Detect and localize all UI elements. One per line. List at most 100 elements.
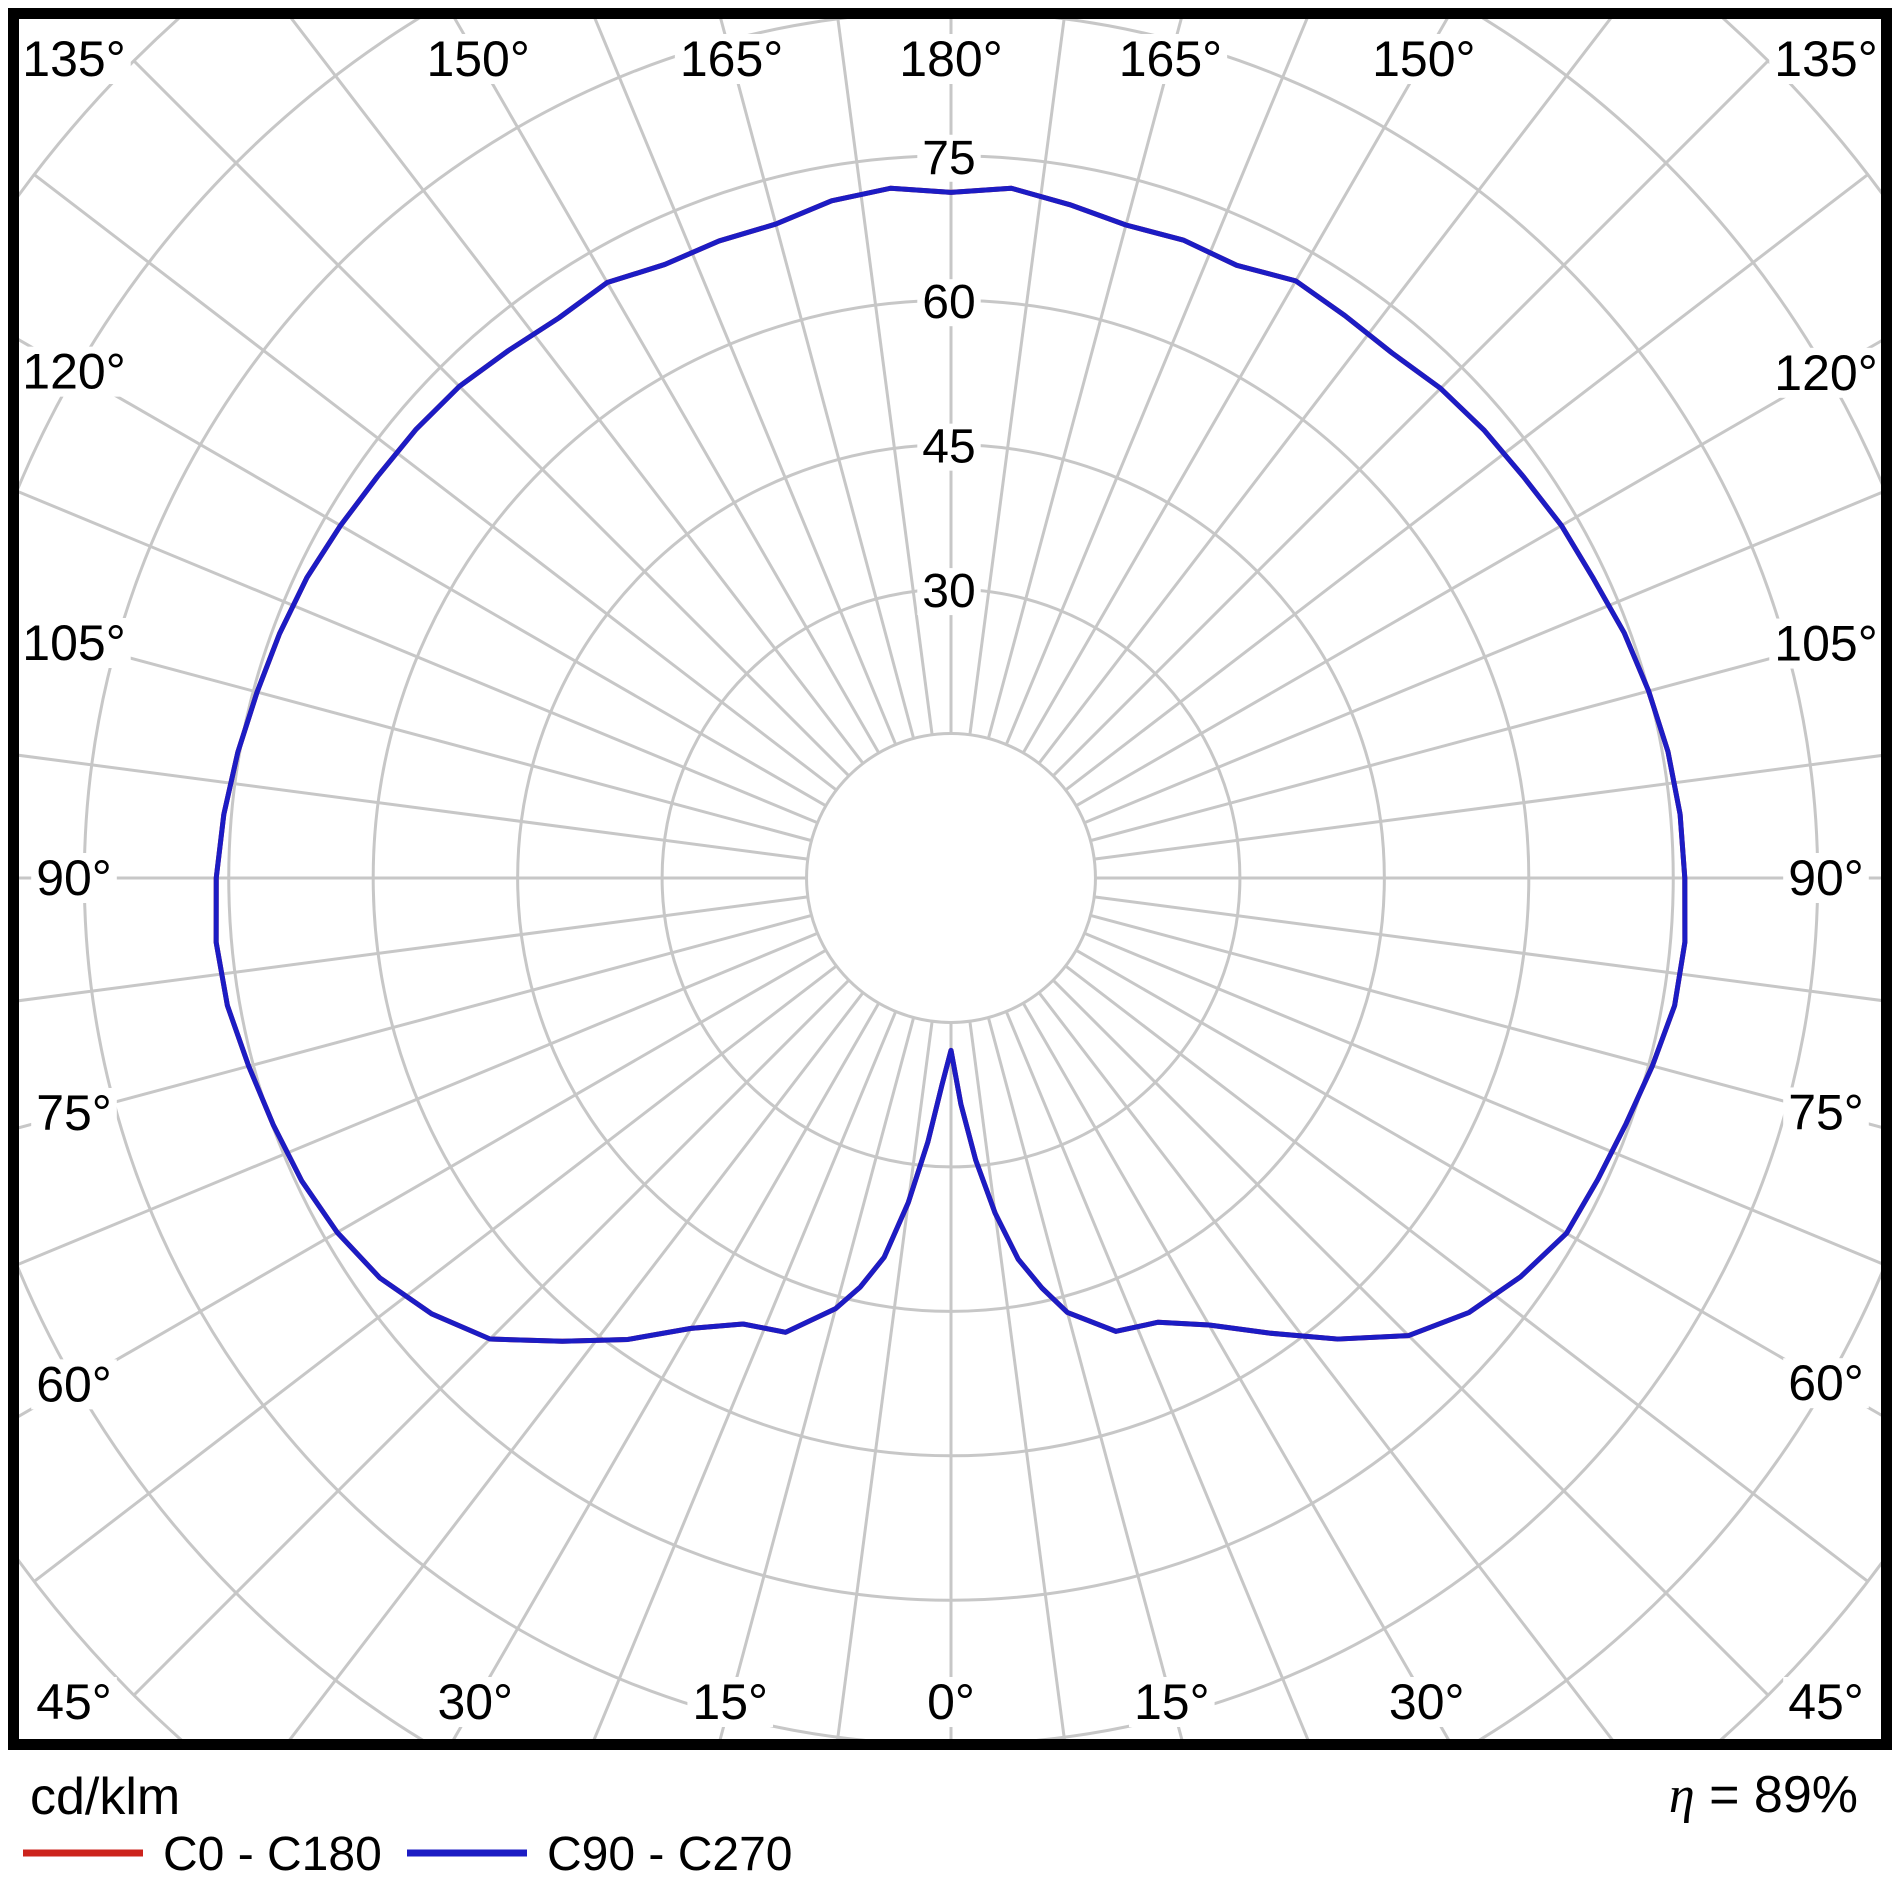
- angle-label-120-left-group: 120°: [17, 344, 131, 400]
- angle-label-75-left: 75°: [36, 1085, 112, 1141]
- ring-label-75: 75: [922, 132, 975, 185]
- angle-label-15-right-group: 15°: [1128, 1674, 1215, 1730]
- angle-label-90-left-group: 90°: [31, 850, 117, 906]
- ring-label-30-group: 30: [917, 565, 981, 618]
- angle-label-60-left-bg: [31, 1359, 117, 1410]
- angle-label-105-left-bg: [17, 618, 131, 669]
- angle-label-60-right: 60°: [1788, 1355, 1864, 1411]
- angle-label-15-right-bg: [1128, 1677, 1215, 1727]
- angle-label-150-right: 150°: [1372, 31, 1475, 87]
- angle-label-165-left-group: 165°: [674, 31, 789, 87]
- angle-label-90-right-bg: [1783, 853, 1869, 903]
- grid-spoke: [132, 59, 850, 777]
- angle-label-30-right: 30°: [1389, 1674, 1465, 1730]
- angle-label-150-right-bg: [1367, 34, 1481, 84]
- angle-label-105-right: 105°: [1774, 616, 1877, 672]
- ring-label-45-group: 45: [917, 421, 981, 474]
- angle-label-120-left: 120°: [22, 344, 125, 400]
- units-label: cd/klm: [30, 1768, 180, 1826]
- angle-label-60-right-group: 60°: [1783, 1355, 1869, 1411]
- legend: C0 - C180 C90 - C270: [23, 1828, 792, 1881]
- eta-symbol: η: [1669, 1767, 1695, 1824]
- angle-label-60-left: 60°: [36, 1356, 112, 1412]
- angle-label-135-right-group: 135°: [1769, 31, 1883, 87]
- angle-label-135-right-bg: [1769, 34, 1883, 84]
- angle-label-180-right-bg: [894, 34, 1008, 84]
- angle-label-0-right-bg: [922, 1677, 980, 1727]
- grid-spoke: [19, 753, 808, 861]
- grid-spoke: [1037, 991, 1614, 1739]
- angle-label-120-right: 120°: [1774, 345, 1877, 401]
- angle-label-90-left-bg: [31, 853, 117, 903]
- angle-label-105-left: 105°: [22, 615, 125, 671]
- grid-spoke: [836, 19, 934, 735]
- angle-label-135-left: 135°: [22, 31, 125, 87]
- angle-label-120-right-group: 120°: [1769, 345, 1883, 401]
- angle-label-45-left-bg: [31, 1677, 117, 1727]
- angle-label-15-left-bg: [687, 1677, 774, 1727]
- angle-label-15-left: 15°: [692, 1674, 768, 1730]
- angle-label-180-right-group: 180°: [894, 31, 1008, 87]
- grid-spoke: [719, 19, 916, 739]
- curve-c90-c270: [213, 185, 1688, 1344]
- grid-spoke: [1094, 895, 1881, 1002]
- angle-label-105-left-group: 105°: [17, 615, 131, 671]
- angle-label-75-left-bg: [31, 1087, 117, 1138]
- grid-spoke: [289, 19, 865, 765]
- angle-label-45-right-group: 45°: [1783, 1674, 1869, 1730]
- angle-label-30-left-bg: [432, 1677, 519, 1727]
- grid-spoke: [1064, 173, 1869, 792]
- angle-label-120-left-bg: [17, 346, 131, 397]
- angle-label-120-right-bg: [1769, 347, 1883, 398]
- angle-label-60-left-group: 60°: [31, 1356, 117, 1412]
- plot-frame: [8, 8, 1892, 1750]
- grid-spoke: [19, 895, 808, 1003]
- grid-spoke: [1090, 627, 1881, 843]
- grid-spoke: [592, 1010, 898, 1739]
- grid-spoke: [718, 1017, 916, 1739]
- ring-label-30-bg: [917, 568, 981, 616]
- grid-spoke: [1037, 19, 1613, 765]
- grid-spoke: [968, 1021, 1066, 1739]
- angle-label-30-right-group: 30°: [1383, 1674, 1470, 1730]
- angle-label-105-right-bg: [1769, 618, 1883, 669]
- angle-label-150-left-bg: [421, 34, 535, 84]
- ring-label-60-bg: [917, 279, 981, 327]
- angle-label-0-right-group: 0°: [922, 1674, 980, 1730]
- grid-spoke: [452, 1002, 881, 1739]
- angle-label-45-right-bg: [1783, 1677, 1869, 1727]
- angle-label-150-left: 150°: [426, 31, 529, 87]
- grid-spoke: [33, 964, 838, 1583]
- grid-spoke: [986, 1017, 1184, 1739]
- legend-label-c0-c180: C0 - C180: [163, 1828, 382, 1881]
- angle-label-75-right-bg: [1783, 1087, 1869, 1138]
- grid-spoke: [1090, 913, 1881, 1129]
- angle-label-165-right-bg: [1113, 34, 1228, 84]
- grid-spoke: [1004, 19, 1309, 746]
- grid-spoke: [1083, 931, 1881, 1265]
- ring-label-30: 30: [922, 565, 975, 618]
- angle-label-150-left-group: 150°: [421, 31, 535, 87]
- grid-spoke: [1064, 964, 1869, 1583]
- grid-spoke: [453, 19, 881, 754]
- grid-spoke: [1052, 59, 1770, 777]
- angle-label-60-right-bg: [1783, 1358, 1869, 1409]
- grid-spoke: [1004, 1010, 1310, 1739]
- angle-label-150-right-group: 150°: [1367, 31, 1481, 87]
- angle-label-135-right: 135°: [1774, 31, 1877, 87]
- angle-label-90-left: 90°: [36, 850, 112, 906]
- grid-spoke: [19, 913, 812, 1130]
- grid-spoke: [19, 931, 819, 1266]
- grid-spoke: [1021, 19, 1449, 754]
- angle-label-45-left-group: 45°: [31, 1674, 117, 1730]
- ring-label-45: 45: [922, 421, 975, 474]
- curves: [213, 185, 1688, 1344]
- angle-label-105-right-group: 105°: [1769, 616, 1883, 672]
- grid-spoke: [33, 173, 838, 792]
- legend-label-c90-c270: C90 - C270: [547, 1828, 792, 1881]
- grid-spoke: [1094, 754, 1881, 861]
- grid-spoke: [1083, 491, 1881, 825]
- angle-label-165-right-group: 165°: [1113, 31, 1228, 87]
